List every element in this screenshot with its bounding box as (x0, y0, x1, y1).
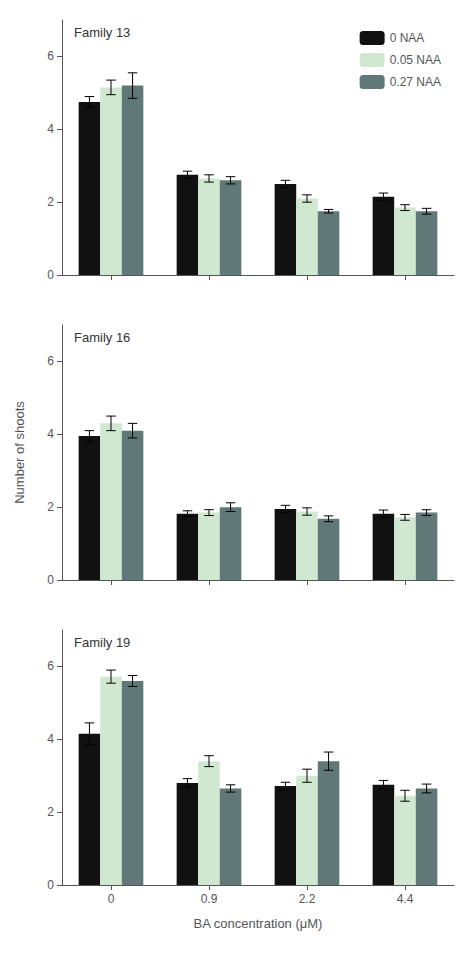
svg-text:0: 0 (108, 892, 115, 906)
svg-text:6: 6 (47, 354, 54, 368)
svg-text:Family 16: Family 16 (74, 330, 130, 345)
svg-text:2: 2 (47, 500, 54, 514)
svg-text:2.2: 2.2 (299, 892, 316, 906)
svg-text:6: 6 (47, 49, 54, 63)
svg-text:2: 2 (47, 195, 54, 209)
svg-text:BA concentration (μM): BA concentration (μM) (194, 916, 323, 931)
svg-text:0.27 NAA: 0.27 NAA (390, 75, 441, 89)
svg-text:0.9: 0.9 (201, 892, 218, 906)
svg-text:4.4: 4.4 (397, 892, 414, 906)
svg-text:Number of shoots: Number of shoots (12, 401, 27, 504)
svg-text:2: 2 (47, 805, 54, 819)
svg-text:0: 0 (47, 573, 54, 587)
svg-text:Family 19: Family 19 (74, 635, 130, 650)
svg-text:4: 4 (47, 427, 54, 441)
svg-text:0: 0 (47, 268, 54, 282)
svg-text:0: 0 (47, 878, 54, 892)
svg-text:6: 6 (47, 659, 54, 673)
svg-text:0 NAA: 0 NAA (390, 31, 425, 45)
svg-text:0.05 NAA: 0.05 NAA (390, 53, 441, 67)
svg-text:Family 13: Family 13 (74, 25, 130, 40)
svg-text:4: 4 (47, 732, 54, 746)
svg-text:4: 4 (47, 122, 54, 136)
